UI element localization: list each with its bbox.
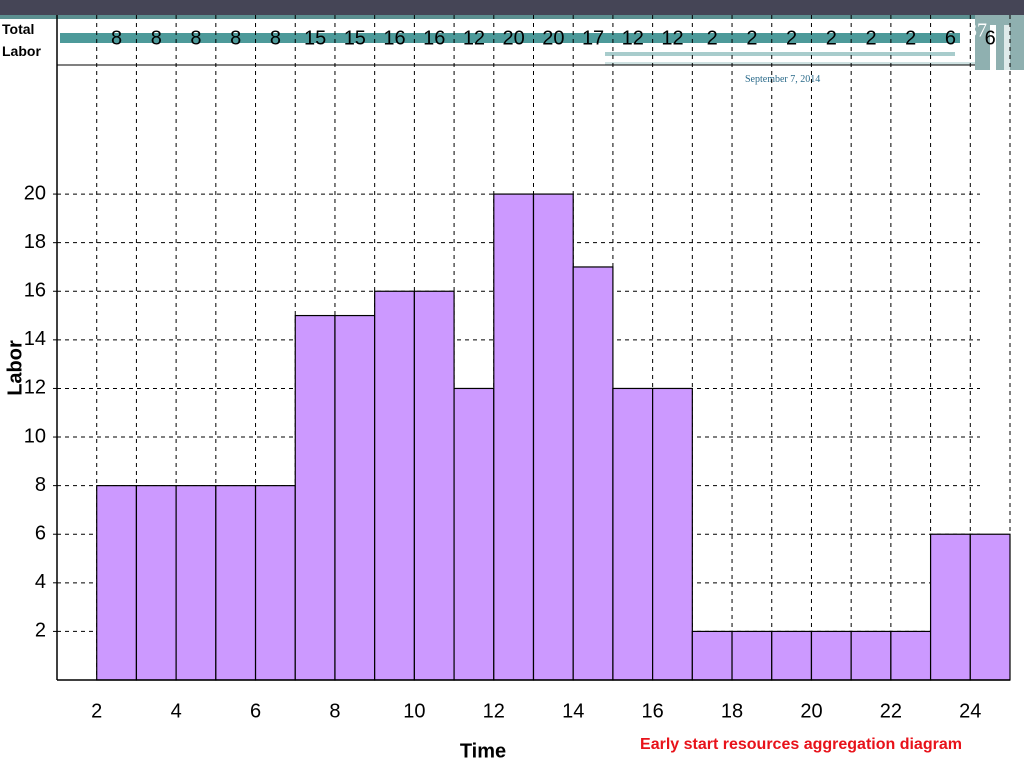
x-tick-label: 20	[800, 700, 822, 722]
data-label: 2	[865, 27, 876, 49]
bar	[572, 266, 614, 681]
data-label: 8	[190, 27, 201, 49]
data-label: 2	[905, 27, 916, 49]
bar	[493, 193, 535, 681]
header-stripe	[605, 62, 975, 65]
data-label: 8	[151, 27, 162, 49]
bar	[652, 387, 693, 681]
bar	[254, 485, 296, 681]
data-label: 6	[985, 27, 996, 49]
bar	[215, 485, 257, 681]
bar	[691, 630, 733, 681]
page-number: 37	[967, 20, 987, 42]
y-tick-label: 10	[24, 425, 46, 447]
chart-title: Early start resources aggregation diagra…	[640, 736, 962, 753]
bar	[810, 630, 852, 681]
data-label: 16	[383, 27, 405, 49]
data-label: 12	[622, 27, 644, 49]
x-tick-label: 16	[642, 700, 664, 722]
row-label: Total Labor	[2, 21, 41, 59]
data-label: 2	[826, 27, 837, 49]
data-label: 8	[111, 27, 122, 49]
data-label: 16	[423, 27, 445, 49]
x-tick-label: 10	[403, 700, 425, 722]
data-label: 17	[582, 27, 604, 49]
bar	[771, 630, 813, 681]
header-corner-stripe	[1004, 25, 1010, 70]
y-axis-label: Labor	[4, 340, 26, 396]
bar	[175, 485, 217, 681]
date-box: September 7, 2014	[745, 74, 821, 85]
data-label: 15	[304, 27, 326, 49]
data-label: 20	[503, 27, 525, 49]
data-label: 12	[661, 27, 683, 49]
bar	[532, 193, 574, 681]
header-stripe	[605, 52, 955, 56]
bar	[413, 290, 455, 681]
y-tick-label: 18	[24, 231, 46, 253]
bar	[850, 630, 892, 681]
y-tick-label: 2	[35, 620, 46, 642]
header-stripe	[60, 33, 960, 43]
y-tick-label: 8	[35, 474, 46, 496]
bar	[96, 485, 138, 681]
x-tick-label: 6	[250, 700, 261, 722]
header-stripe	[0, 15, 1024, 19]
y-tick-label: 20	[24, 182, 46, 204]
x-tick-label: 22	[880, 700, 902, 722]
x-tick-label: 24	[959, 700, 981, 722]
x-tick-label: 8	[329, 700, 340, 722]
header-corner-stripe	[990, 25, 996, 70]
x-tick-label: 14	[562, 700, 584, 722]
data-label: 2	[707, 27, 718, 49]
bar	[135, 485, 177, 681]
y-tick-label: 16	[24, 280, 46, 302]
bar	[969, 533, 1011, 681]
y-tick-label: 4	[35, 571, 46, 593]
data-label: 8	[270, 27, 281, 49]
bar	[612, 387, 654, 681]
bar	[929, 533, 971, 681]
x-tick-label: 12	[483, 700, 505, 722]
bar	[890, 630, 932, 681]
y-tick-label: 12	[24, 377, 46, 399]
data-label: 2	[746, 27, 757, 49]
bar	[294, 314, 336, 681]
date: September 7, 2014	[745, 74, 821, 85]
header-band	[0, 0, 1024, 15]
x-tick-label: 18	[721, 700, 743, 722]
data-label: 6	[945, 27, 956, 49]
x-tick-label: 4	[171, 700, 182, 722]
data-label: 2	[786, 27, 797, 49]
bar	[334, 314, 376, 681]
bar	[453, 387, 495, 681]
x-axis-label: Time	[460, 740, 506, 762]
data-label: 20	[542, 27, 564, 49]
x-tick-label: 2	[91, 700, 102, 722]
y-tick-label: 6	[35, 523, 46, 545]
data-label: 15	[344, 27, 366, 49]
data-label: 12	[463, 27, 485, 49]
data-label: 8	[230, 27, 241, 49]
row-label-box: Total Labor	[2, 21, 41, 59]
y-tick-label: 14	[24, 328, 46, 350]
bar	[731, 630, 773, 681]
bar	[374, 290, 415, 681]
header-corner	[975, 15, 1024, 70]
